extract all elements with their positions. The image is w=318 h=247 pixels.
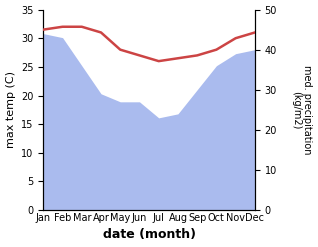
X-axis label: date (month): date (month) xyxy=(103,228,196,242)
Y-axis label: max temp (C): max temp (C) xyxy=(5,71,16,148)
Y-axis label: med. precipitation
(kg/m2): med. precipitation (kg/m2) xyxy=(291,65,313,155)
